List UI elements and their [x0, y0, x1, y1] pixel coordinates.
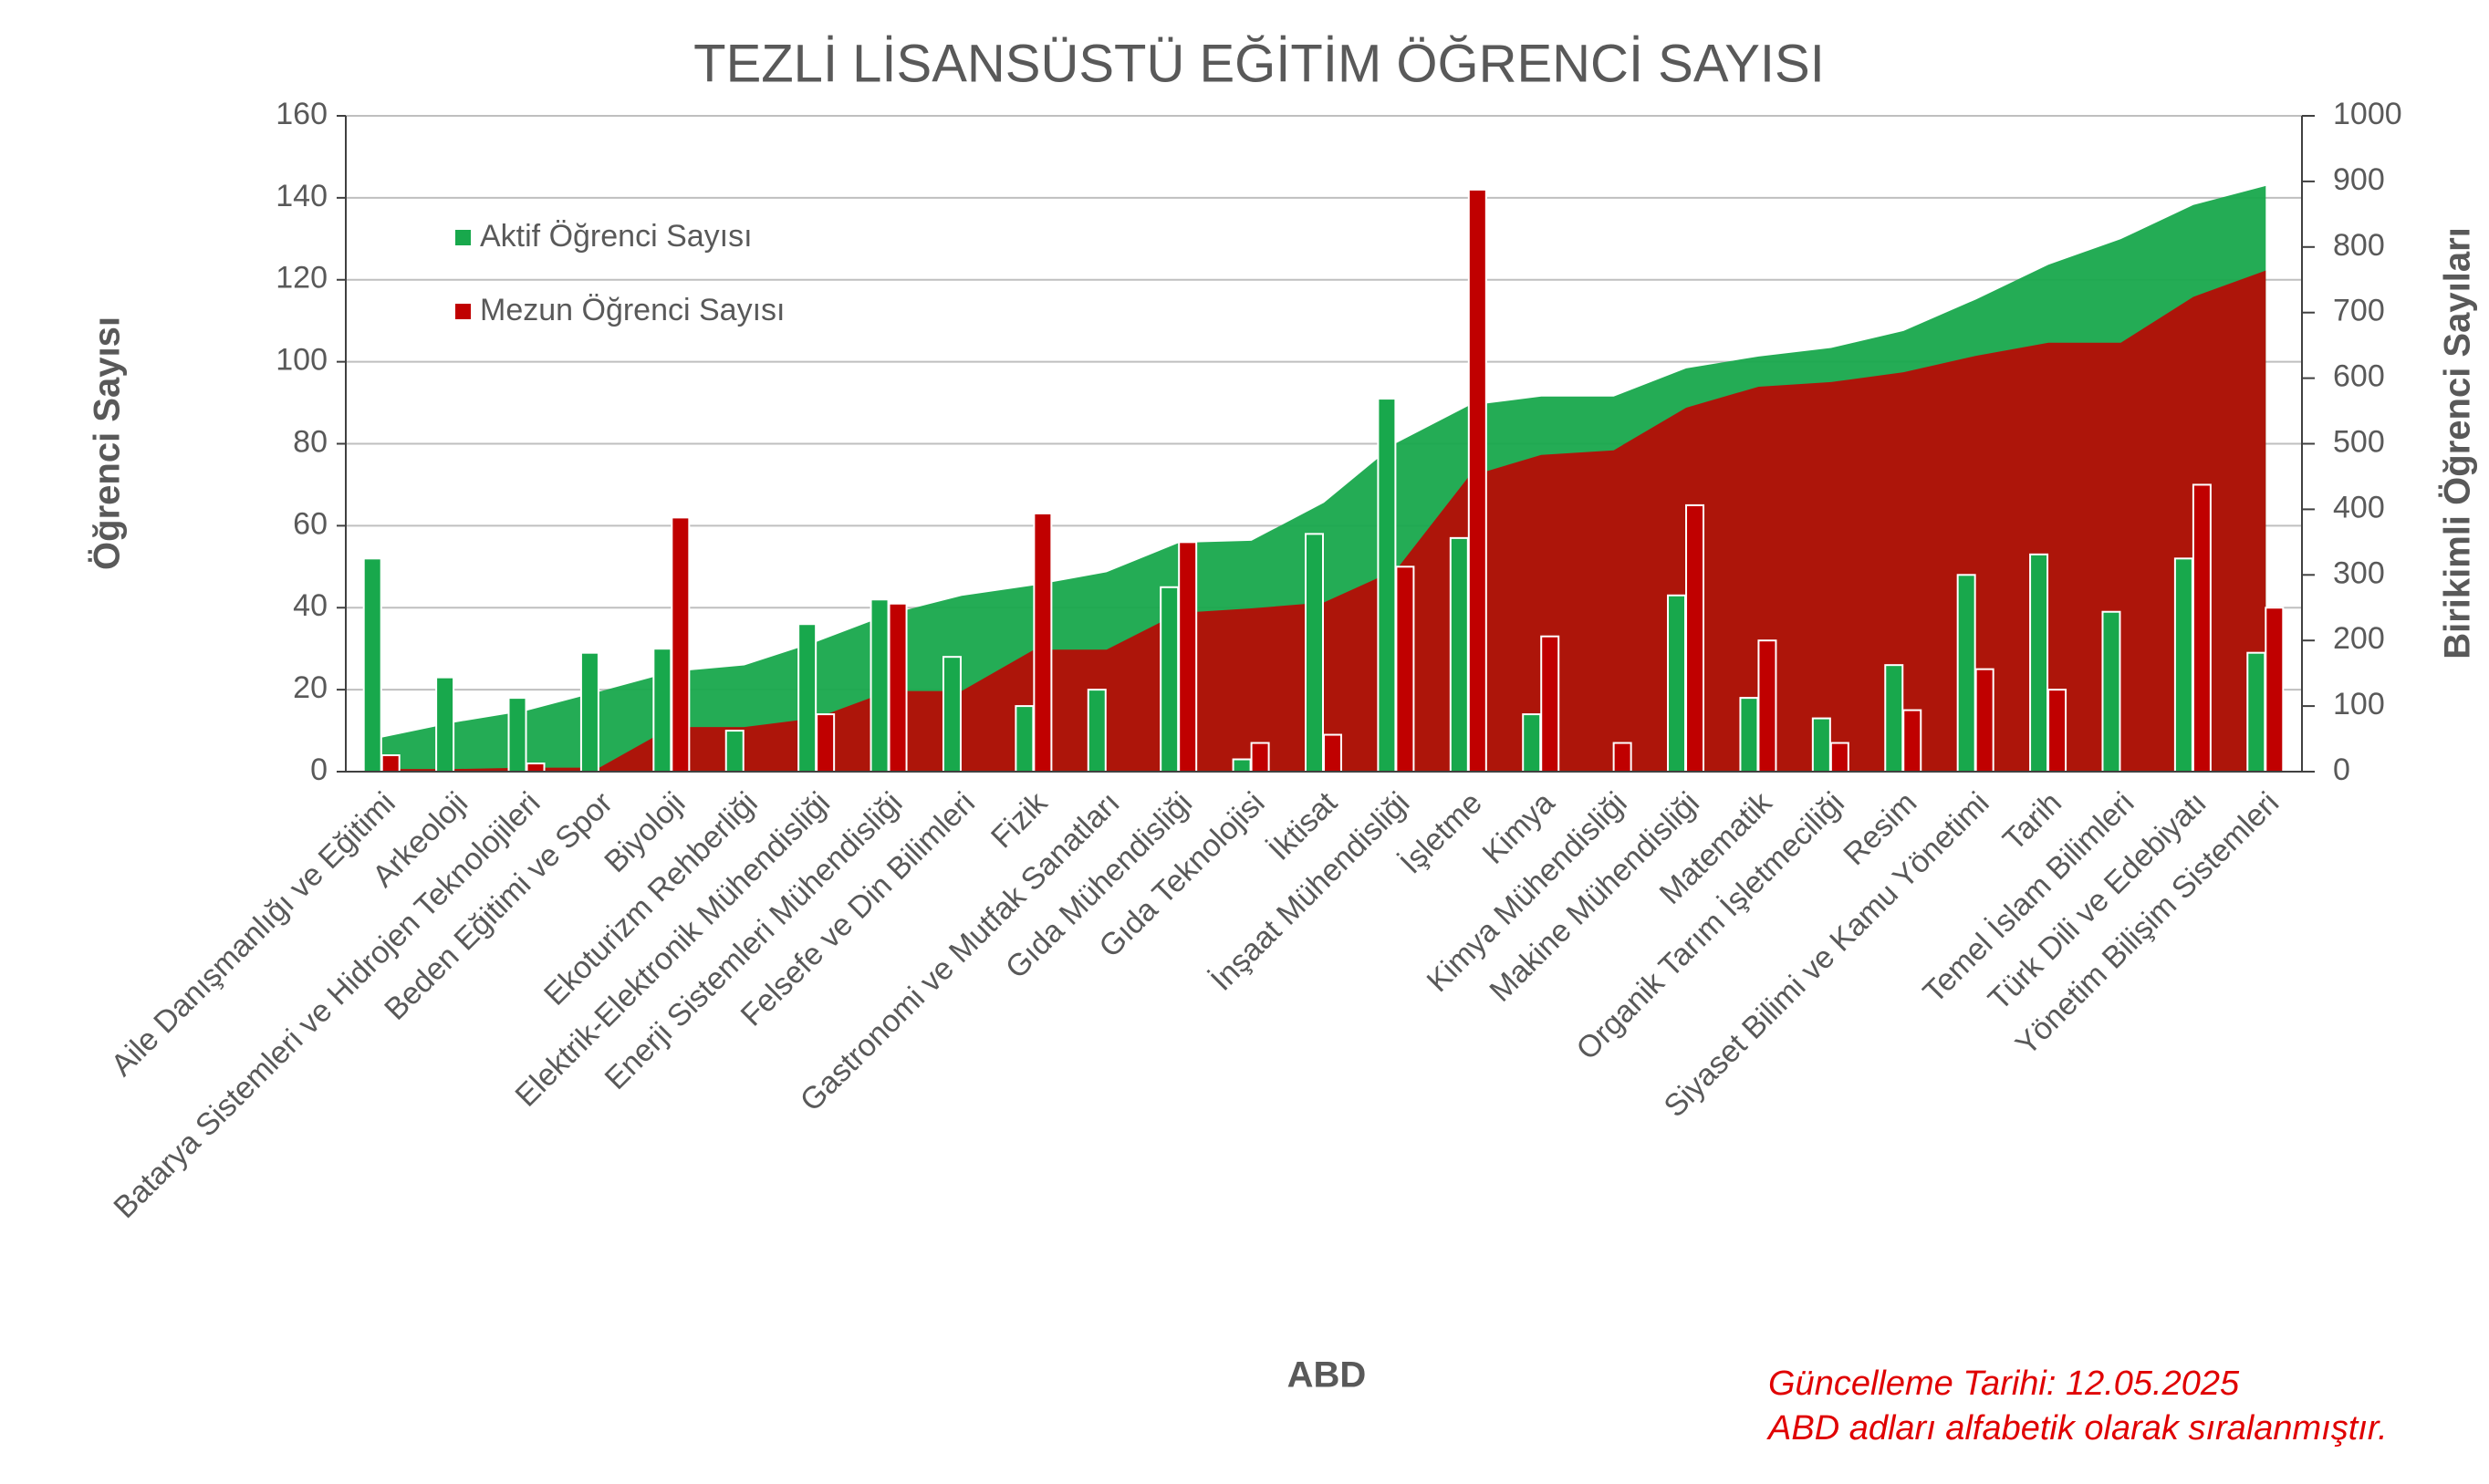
- bar: [1612, 742, 1632, 773]
- bar: [2265, 607, 2285, 773]
- bar: [1250, 742, 1270, 773]
- bar: [652, 648, 672, 773]
- y-tick-label: 120: [276, 261, 328, 296]
- legend-label: Aktif Öğrenci Sayısı: [480, 219, 753, 254]
- bar: [1902, 709, 1922, 773]
- bar: [2047, 689, 2067, 773]
- cumulative-area: [381, 270, 2266, 773]
- y-tick-label: 0: [310, 752, 328, 787]
- y-tick-label: 60: [293, 506, 328, 541]
- bar: [816, 713, 836, 773]
- y2-tick-label: 700: [2333, 294, 2385, 328]
- y-tick-label: 40: [293, 588, 328, 623]
- bar: [1087, 689, 1107, 773]
- bar: [870, 598, 890, 773]
- y-tick-label: 160: [276, 97, 328, 131]
- bar: [671, 516, 691, 773]
- legend-swatch: [455, 304, 471, 319]
- y2-tick-label: 600: [2333, 359, 2385, 394]
- bar: [1667, 594, 1687, 773]
- bar: [1685, 503, 1705, 773]
- bar: [1739, 697, 1759, 773]
- bar: [1540, 635, 1560, 773]
- bar: [1829, 742, 1849, 773]
- y-axis-title: Öğrenci Sayısı: [87, 317, 128, 570]
- y2-axis-title: Birikimli Öğrenci Sayıları: [2437, 227, 2478, 659]
- y2-tick-label: 200: [2333, 621, 2385, 656]
- bar: [1395, 566, 1415, 773]
- bar: [1522, 713, 1542, 773]
- bar: [362, 557, 382, 773]
- bar: [1160, 586, 1180, 773]
- bar: [2101, 610, 2121, 773]
- bar: [942, 656, 962, 773]
- y-tick-label: 80: [293, 424, 328, 459]
- bar: [1323, 733, 1342, 773]
- bar: [2029, 553, 2049, 773]
- bar: [2173, 557, 2193, 773]
- y2-tick-label: 800: [2333, 228, 2385, 263]
- y2-tick-label: 100: [2333, 687, 2385, 721]
- bar: [1811, 717, 1831, 773]
- bar: [724, 730, 745, 773]
- bar: [797, 623, 818, 773]
- bar: [579, 651, 599, 773]
- x-tick-label: Aile Danışmanlığı ve Eğitimi: [105, 785, 402, 1083]
- x-axis-title: ABD: [1287, 1355, 1367, 1396]
- bar: [1033, 512, 1053, 773]
- chart-title: TEZLİ LİSANSÜSTÜ EĞİTİM ÖĞRENCİ SAYISI: [693, 34, 1825, 93]
- annotation: ABD adları alfabetik olarak sıralanmıştı…: [1766, 1409, 2388, 1448]
- bar: [2192, 483, 2212, 773]
- bar: [1015, 705, 1035, 773]
- y2-tick-label: 500: [2333, 424, 2385, 459]
- y2-tick-label: 400: [2333, 490, 2385, 524]
- y-tick-label: 100: [276, 343, 328, 378]
- annotation: Güncelleme Tarihi: 12.05.2025: [1768, 1365, 2240, 1403]
- bar: [1232, 758, 1252, 773]
- bar: [1884, 664, 1904, 773]
- bar: [1178, 541, 1198, 773]
- y2-tick-label: 0: [2333, 752, 2350, 787]
- y2-tick-label: 900: [2333, 162, 2385, 197]
- bar: [1305, 533, 1324, 773]
- bar: [435, 676, 455, 773]
- y2-tick-label: 300: [2333, 555, 2385, 590]
- bar: [1956, 574, 1976, 773]
- y-tick-label: 140: [276, 179, 328, 213]
- bar: [2246, 651, 2266, 773]
- bar: [1377, 398, 1397, 773]
- bar: [380, 754, 401, 773]
- y-tick-label: 20: [293, 670, 328, 705]
- bar: [1757, 639, 1777, 773]
- bar: [526, 763, 546, 773]
- bar: [1974, 668, 1994, 773]
- y2-tick-label: 1000: [2333, 97, 2402, 131]
- bar: [888, 602, 908, 773]
- bar: [1467, 188, 1487, 773]
- bar: [507, 697, 527, 773]
- legend-label: Mezun Öğrenci Sayısı: [480, 293, 785, 327]
- bar: [1449, 536, 1469, 773]
- x-tick-label: İşletme: [1393, 785, 1488, 880]
- legend-swatch: [455, 230, 471, 245]
